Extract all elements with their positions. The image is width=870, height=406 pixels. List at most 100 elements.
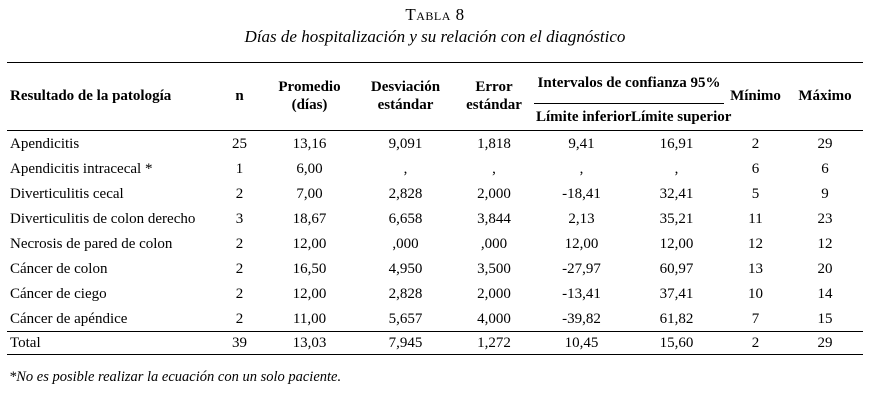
value-cell: 2,13 (568, 210, 595, 227)
table-row: Diverticulitis cecal 2 7,00 2,828 2,000 -18,4… (7, 181, 863, 206)
column-header-ci-upper: Límite superior (629, 103, 731, 132)
total-ci-upper-cell: 15,60 (629, 331, 725, 355)
value-cell: 9,41 (568, 135, 595, 152)
value-cell: 2 (235, 185, 244, 202)
table-row: Cáncer de apéndice 2 11,00 5,657 4,000 -39,82… (7, 306, 863, 332)
pathology-cell: Cáncer de apéndice (10, 310, 128, 327)
value-cell: 16,50 (292, 260, 327, 277)
table-number: Tabla 8 (405, 5, 465, 24)
value-cell: 1 (235, 160, 244, 177)
pathology-cell: Diverticulitis de colon derecho (10, 210, 196, 227)
value-cell: -27,97 (562, 260, 601, 277)
total-min-cell: 2 (724, 331, 788, 355)
hospitalization-table: Resultado de la patología n Promedio (dí… (7, 62, 864, 356)
pathology-cell: Necrosis de pared de colon (10, 235, 173, 252)
value-cell: 29 (817, 135, 833, 152)
value-cell: 2,828 (388, 285, 423, 302)
value-cell: -39,82 (562, 310, 601, 327)
column-header-ci-lower: Límite inferior (534, 103, 631, 132)
value-cell: ,000 (480, 235, 508, 252)
value-cell: 60,97 (659, 260, 694, 277)
total-std-error-cell: 1,272 (454, 331, 534, 355)
total-n-cell: 39 (217, 331, 262, 355)
table-row: Cáncer de colon 2 16,50 4,950 3,500 -27,97 60,… (7, 256, 863, 281)
value-cell: 6 (821, 160, 829, 177)
value-cell: 3,500 (477, 260, 511, 277)
total-label-cell: Total (7, 331, 217, 355)
value-cell: , (403, 160, 408, 177)
value-cell: 13 (748, 260, 764, 277)
column-header-min: Mínimo (724, 62, 788, 132)
value-cell: 61,82 (659, 310, 694, 327)
value-cell: 2 (235, 260, 244, 277)
table-row: Apendicitis intracecal * 1 6,00,,,, 6 6 (7, 156, 863, 181)
page: Tabla 8 Días de hospitalización y su rel… (7, 5, 864, 386)
column-header-std-dev: Desviación estándar (357, 62, 454, 132)
table-body: Apendicitis 25 13,16 9,091 1,818 9,41 16,91 2 29… (7, 131, 863, 332)
value-cell: 2,000 (477, 285, 511, 302)
value-cell: 9,091 (388, 135, 423, 152)
total-ci-lower-cell: 10,45 (534, 331, 629, 355)
value-cell: 12,00 (564, 235, 599, 252)
table-row: Apendicitis 25 13,16 9,091 1,818 9,41 16,91 2 29 (7, 131, 863, 157)
value-cell: 12 (817, 235, 833, 252)
value-cell: -18,41 (562, 185, 601, 202)
table-row: Necrosis de pared de colon 2 12,00 ,000 ,000… (7, 231, 863, 256)
column-header-n: n (217, 62, 262, 132)
value-cell: 6 (751, 160, 760, 177)
column-header-ci-group: Intervalos de confianza 95% (534, 62, 725, 105)
value-cell: , (492, 160, 496, 177)
value-cell: 10 (748, 285, 764, 302)
table-caption: Tabla 8 Días de hospitalización y su rel… (7, 5, 863, 46)
value-cell: 5,657 (388, 310, 423, 327)
value-cell: 12,00 (659, 235, 694, 252)
value-cell: ,000 (392, 235, 419, 252)
value-cell: 11,00 (292, 310, 327, 327)
value-cell: 35,21 (659, 210, 694, 227)
value-cell: 18,67 (292, 210, 327, 227)
value-cell: 2,828 (388, 185, 423, 202)
value-cell: 7,00 (296, 185, 323, 202)
value-cell: 2,000 (477, 185, 511, 202)
value-cell: 15 (817, 310, 833, 327)
pathology-cell: Apendicitis intracecal * (10, 160, 153, 177)
value-cell: 7 (751, 310, 760, 327)
table-row: Cáncer de ciego 2 12,00 2,828 2,000 -13,41 37,… (7, 281, 863, 306)
value-cell: 2 (751, 135, 760, 152)
column-header-mean: Promedio (días) (262, 62, 357, 132)
value-cell: 12,00 (292, 235, 327, 252)
value-cell: 2 (235, 310, 244, 327)
value-cell: -13,41 (562, 285, 601, 302)
table-row: Diverticulitis de colon derecho 3 18,67 6,6… (7, 206, 863, 231)
table-header: Resultado de la patología n Promedio (dí… (7, 62, 864, 132)
value-cell: 12 (748, 235, 764, 252)
column-header-max: Máximo (787, 62, 864, 132)
value-cell: 6,00 (296, 160, 323, 177)
total-mean-cell: 13,03 (262, 331, 357, 355)
value-cell: 23 (817, 210, 833, 227)
column-header-pathology: Resultado de la patología (7, 62, 217, 132)
pathology-cell: Cáncer de colon (10, 260, 108, 277)
value-cell: 3 (235, 210, 244, 227)
value-cell: 20 (817, 260, 833, 277)
table-footnote: *No es posible realizar la ecuación con … (9, 369, 342, 386)
value-cell: 6,658 (388, 210, 423, 227)
total-max-cell: 29 (787, 331, 864, 355)
value-cell: 2 (235, 285, 244, 302)
value-cell: 14 (817, 285, 833, 302)
value-cell: , (579, 160, 584, 177)
value-cell: 25 (232, 135, 247, 152)
value-cell: 4,000 (477, 310, 511, 327)
table-total: Total 39 13,03 7,945 1,272 10,45 15,60 2… (7, 331, 864, 355)
value-cell: 37,41 (659, 285, 694, 302)
value-cell: 13,16 (292, 135, 327, 152)
value-cell: 16,91 (659, 135, 694, 152)
value-cell: 5 (751, 185, 760, 202)
value-cell: 2 (235, 235, 244, 252)
value-cell: 3,844 (477, 210, 511, 227)
value-cell: 9 (821, 185, 829, 202)
value-cell: , (674, 160, 679, 177)
value-cell: 12,00 (292, 285, 327, 302)
value-cell: 32,41 (659, 185, 694, 202)
pathology-cell: Apendicitis (10, 135, 80, 152)
